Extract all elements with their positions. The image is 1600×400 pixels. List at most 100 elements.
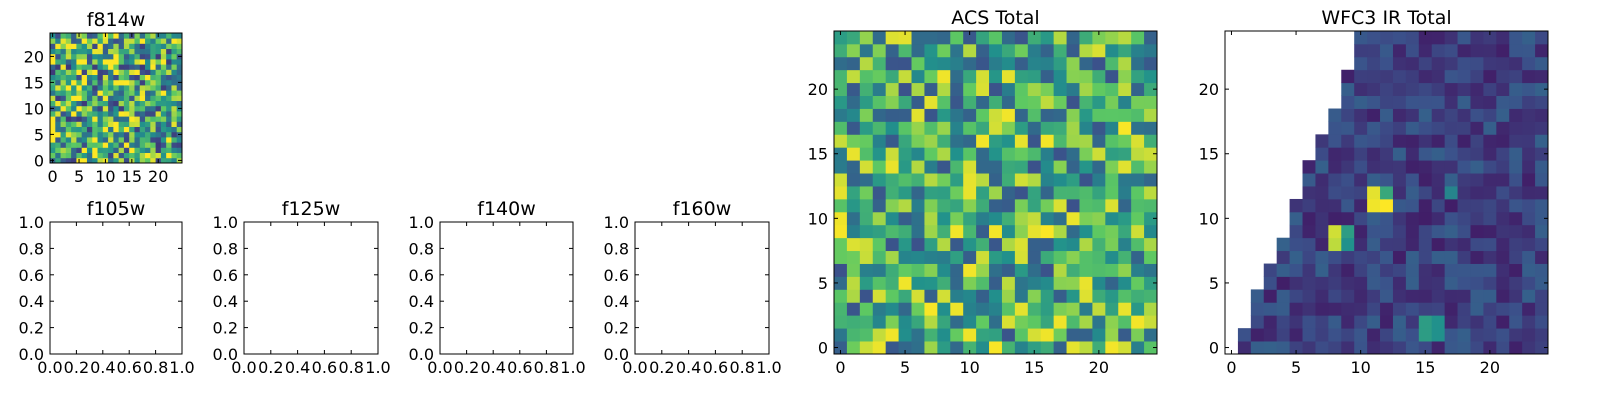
heatmap-cell	[898, 237, 912, 252]
heatmap-cell	[1144, 224, 1158, 239]
heatmap-cell	[937, 276, 951, 290]
heatmap-cell	[1457, 302, 1471, 316]
subplot-f140w: 0.0 0.2 0.4 0.6 0.8 1.00.00.20.40.60.81.0f140…	[409, 198, 586, 377]
subplot-f125w: 0.0 0.2 0.4 0.6 0.8 1.00.00.20.40.60.81.0f125…	[213, 198, 391, 377]
heatmap-cell	[1237, 341, 1252, 355]
heatmap-cell	[123, 105, 130, 112]
heatmap-cell	[1079, 56, 1093, 71]
heatmap-cell	[1341, 186, 1355, 200]
heatmap-cell	[1341, 289, 1355, 303]
heatmap-cell	[134, 147, 141, 153]
heatmap-cell	[950, 69, 964, 84]
heatmap-cell	[924, 276, 938, 290]
heatmap-cell	[92, 137, 98, 143]
heatmap-cell	[1118, 289, 1132, 303]
heatmap-cell	[1276, 263, 1290, 277]
heatmap-cell	[1328, 108, 1342, 122]
heatmap-cell	[176, 95, 183, 101]
heatmap-cell	[108, 100, 114, 107]
heatmap-cell	[1405, 263, 1420, 277]
heatmap-cell	[1289, 302, 1303, 316]
heatmap-cell	[937, 69, 951, 84]
heatmap-cell	[1522, 341, 1536, 355]
heatmap-cell	[1367, 198, 1381, 213]
heatmap-cell	[834, 82, 848, 96]
heatmap-cell	[55, 152, 61, 159]
heatmap-cell	[1027, 315, 1042, 329]
heatmap-cell	[1079, 108, 1093, 122]
heatmap-cell	[1144, 211, 1158, 226]
heatmap-cell	[139, 79, 146, 86]
heatmap-cell	[145, 43, 151, 49]
heatmap-cell	[1092, 198, 1106, 213]
heatmap-cell	[1470, 173, 1484, 187]
heatmap-cell	[1014, 95, 1029, 109]
heatmap-cell	[81, 74, 88, 81]
heatmap-cell	[1040, 160, 1055, 174]
heatmap-cell	[160, 79, 167, 86]
heatmap-cell	[1380, 250, 1394, 264]
heatmap-cell	[86, 95, 93, 101]
heatmap-cell	[1483, 276, 1497, 290]
heatmap-cell	[1027, 263, 1042, 277]
heatmap-cell	[1431, 302, 1446, 316]
heatmap-cell	[171, 33, 178, 39]
heatmap-cell	[129, 74, 135, 81]
heatmap-cell	[76, 43, 83, 49]
y-tick-label: 0	[1209, 339, 1219, 358]
heatmap-cell	[976, 250, 990, 264]
heatmap-cell	[859, 250, 874, 264]
heatmap-cell	[1496, 211, 1510, 226]
heatmap-cell	[872, 56, 887, 71]
heatmap-cell	[1535, 198, 1549, 213]
heatmap-cell	[1392, 186, 1407, 200]
heatmap-cell	[176, 43, 183, 49]
heatmap-cell	[1079, 315, 1093, 329]
heatmap-cell	[176, 137, 183, 143]
heatmap-cell	[898, 160, 912, 174]
heatmap-cell	[1066, 121, 1080, 135]
heatmap-cell	[898, 198, 912, 213]
heatmap-cell	[1001, 69, 1016, 84]
heatmap-cell	[102, 142, 109, 148]
heatmap-cell	[872, 147, 887, 161]
heatmap-cell	[924, 302, 938, 316]
heatmap-cell	[1522, 108, 1536, 122]
heatmap-cell	[1328, 121, 1342, 135]
heatmap-cell	[1289, 263, 1303, 277]
heatmap-cell	[1405, 289, 1420, 303]
heatmap-cell	[1418, 237, 1433, 252]
heatmap-cell	[50, 111, 56, 117]
heatmap-cell	[937, 263, 951, 277]
heatmap-cell	[1535, 341, 1549, 355]
heatmap-cell	[872, 82, 887, 96]
heatmap-cell	[989, 82, 1003, 96]
heatmap-cell	[166, 59, 172, 65]
heatmap-cell	[937, 31, 951, 45]
heatmap-cell	[924, 43, 938, 58]
heatmap-cell	[113, 105, 120, 112]
heatmap-cell	[1144, 147, 1158, 161]
heatmap-cell	[171, 121, 178, 127]
heatmap-cell	[924, 31, 938, 45]
heatmap-cell	[81, 100, 88, 107]
heatmap-cell	[911, 108, 925, 122]
heatmap-cell	[1001, 56, 1016, 71]
heatmap-cell	[1014, 31, 1029, 45]
heatmap-cell	[963, 69, 977, 84]
heatmap-cell	[1092, 173, 1106, 187]
heatmap-cell	[859, 31, 874, 45]
heatmap-cell	[872, 211, 887, 226]
y-tick-label: 20	[1199, 80, 1219, 99]
heatmap-cell	[1144, 160, 1158, 174]
heatmap-cell	[898, 186, 912, 200]
heatmap-cell	[1066, 224, 1080, 239]
heatmap-cell	[155, 142, 162, 148]
heatmap-cell	[872, 198, 887, 213]
heatmap-cell	[976, 121, 990, 135]
heatmap-cell	[123, 90, 130, 96]
heatmap-cell	[71, 69, 77, 75]
heatmap-cell	[123, 69, 130, 75]
heatmap-cell	[134, 137, 141, 143]
heatmap-cell	[145, 126, 151, 133]
